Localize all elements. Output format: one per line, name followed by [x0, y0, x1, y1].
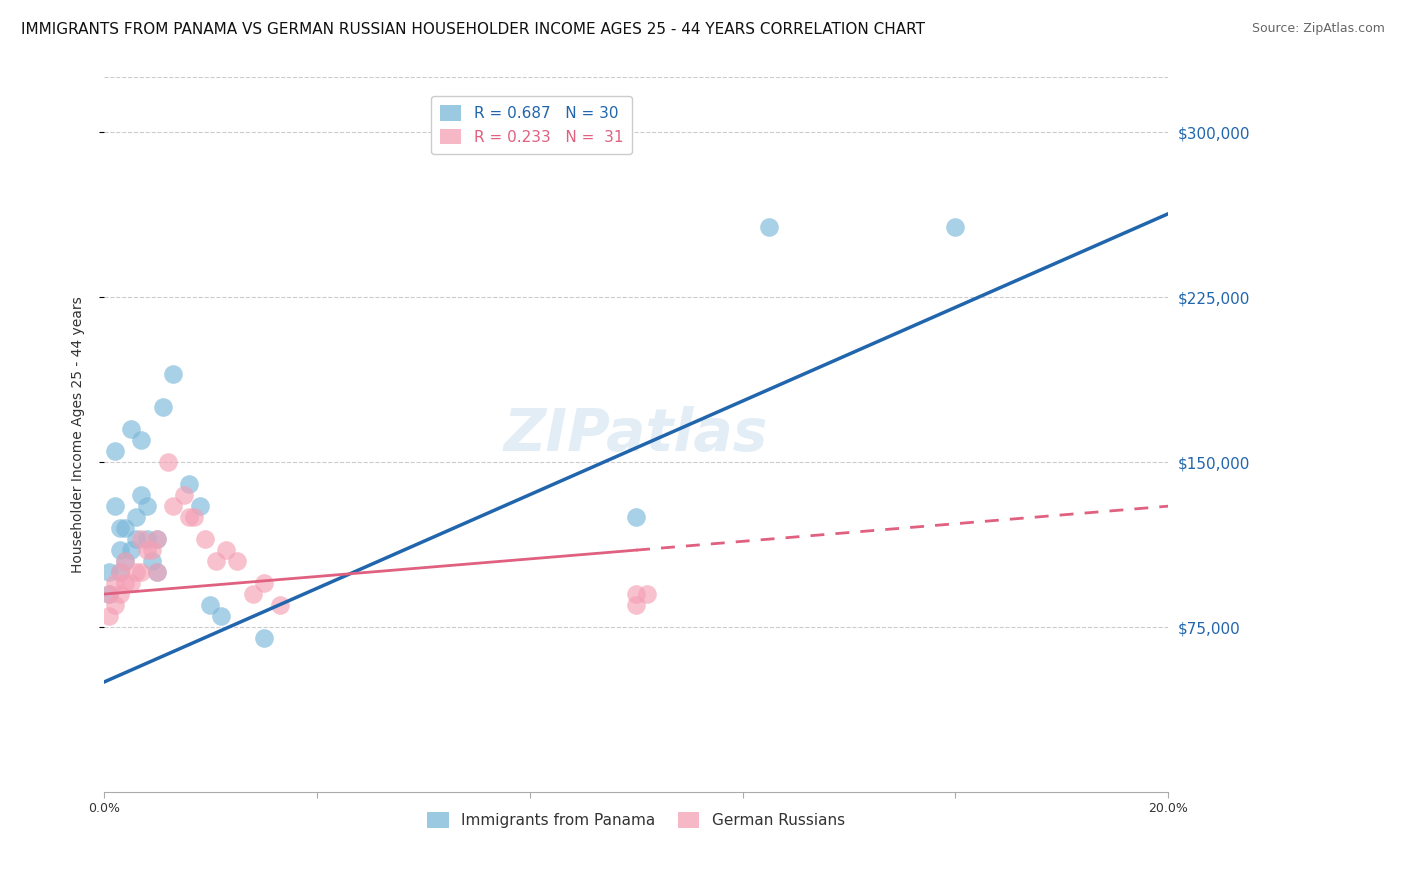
Point	[242, 587, 264, 601]
Point	[120, 576, 142, 591]
Point	[209, 609, 232, 624]
Point	[125, 510, 148, 524]
Point	[104, 576, 127, 591]
Point	[162, 499, 184, 513]
Point	[624, 598, 647, 612]
Point	[104, 598, 127, 612]
Point	[108, 565, 131, 579]
Point	[98, 587, 121, 601]
Point	[162, 368, 184, 382]
Point	[114, 521, 136, 535]
Point	[146, 532, 169, 546]
Point	[104, 499, 127, 513]
Point	[98, 565, 121, 579]
Point	[146, 565, 169, 579]
Point	[179, 477, 201, 491]
Point	[129, 433, 152, 447]
Point	[146, 565, 169, 579]
Point	[179, 510, 201, 524]
Point	[252, 576, 274, 591]
Point	[269, 598, 291, 612]
Point	[141, 554, 163, 568]
Text: ZIPatlas: ZIPatlas	[503, 406, 768, 463]
Text: Source: ZipAtlas.com: Source: ZipAtlas.com	[1251, 22, 1385, 36]
Point	[98, 609, 121, 624]
Point	[194, 532, 217, 546]
Point	[108, 565, 131, 579]
Point	[135, 532, 157, 546]
Point	[624, 587, 647, 601]
Point	[129, 532, 152, 546]
Point	[108, 587, 131, 601]
Point	[141, 543, 163, 558]
Point	[624, 510, 647, 524]
Point	[129, 565, 152, 579]
Point	[226, 554, 249, 568]
Point	[108, 521, 131, 535]
Point	[120, 543, 142, 558]
Point	[200, 598, 222, 612]
Point	[146, 532, 169, 546]
Point	[188, 499, 211, 513]
Point	[173, 488, 195, 502]
Point	[98, 587, 121, 601]
Point	[114, 554, 136, 568]
Point	[135, 499, 157, 513]
Legend: Immigrants from Panama, German Russians: Immigrants from Panama, German Russians	[422, 806, 851, 834]
Point	[120, 422, 142, 436]
Point	[152, 401, 174, 415]
Point	[104, 444, 127, 458]
Point	[108, 543, 131, 558]
Point	[636, 587, 658, 601]
Point	[204, 554, 226, 568]
Point	[183, 510, 205, 524]
Point	[758, 219, 780, 234]
Y-axis label: Householder Income Ages 25 - 44 years: Householder Income Ages 25 - 44 years	[72, 296, 86, 573]
Point	[125, 532, 148, 546]
Point	[215, 543, 238, 558]
Point	[943, 219, 966, 234]
Point	[135, 543, 157, 558]
Text: IMMIGRANTS FROM PANAMA VS GERMAN RUSSIAN HOUSEHOLDER INCOME AGES 25 - 44 YEARS C: IMMIGRANTS FROM PANAMA VS GERMAN RUSSIAN…	[21, 22, 925, 37]
Point	[156, 455, 179, 469]
Point	[114, 554, 136, 568]
Point	[252, 631, 274, 645]
Point	[129, 488, 152, 502]
Point	[125, 565, 148, 579]
Point	[114, 576, 136, 591]
